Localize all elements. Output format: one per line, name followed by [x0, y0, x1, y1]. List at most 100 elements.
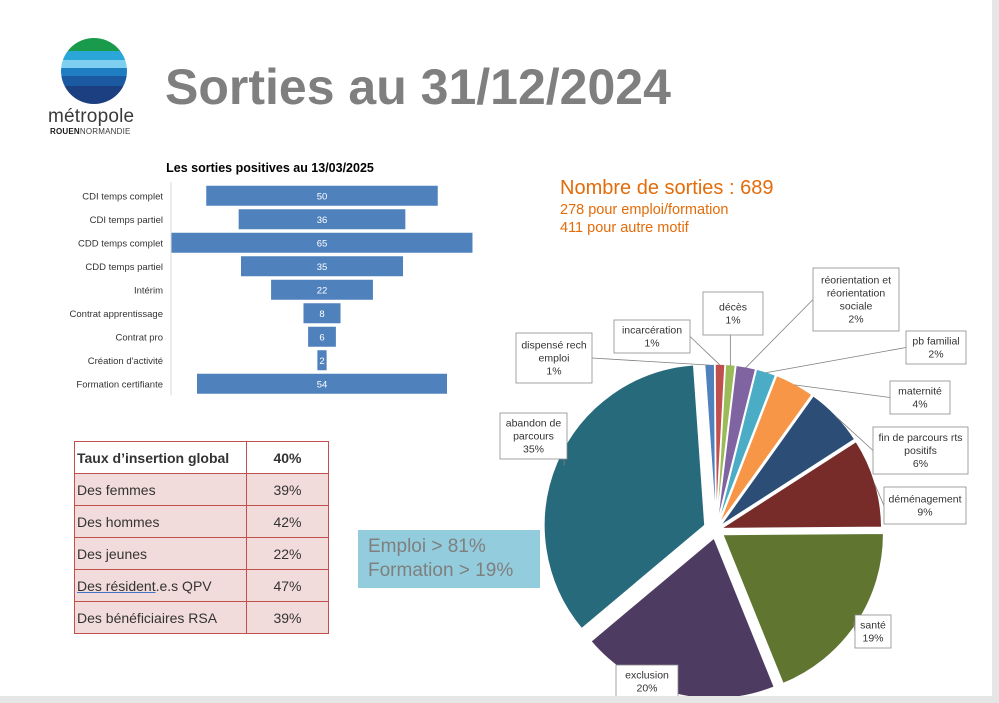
table-row-value: 39% — [246, 601, 329, 634]
pie-callout-box — [905, 330, 967, 365]
pie-slice — [717, 374, 814, 527]
bar-value-label: 36 — [317, 215, 328, 226]
pie-slice-label: dispensé rech emploi — [521, 340, 587, 365]
exits-summary: Nombre de sorties : 689 278 pour emploi/… — [560, 175, 773, 237]
pie-chart: dispensé rech emploi1%incarcération1%décè… — [499, 267, 969, 696]
bar-category-label: Contrat pro — [115, 332, 163, 343]
pie-leader-line — [835, 415, 874, 451]
employment-training-box: Emploi > 81% Formation > 19% — [358, 530, 540, 588]
insertion-rates-table: Taux d’insertion global 40% Des femmes 3… — [74, 441, 329, 634]
pie-slice-label: maternité — [898, 386, 942, 398]
pie-callout-box — [812, 267, 900, 332]
pie-callout-box — [515, 332, 593, 384]
pie-slice-percent: 1% — [546, 366, 561, 378]
pie-slice-percent: 20% — [636, 683, 657, 695]
pie-slice-percent: 6% — [913, 458, 928, 470]
pie-slice-percent: 2% — [848, 314, 863, 326]
pie-leader-line — [745, 299, 814, 368]
pie-slice-label: pb familial — [912, 336, 959, 348]
pie-slice-label: incarcération — [622, 325, 682, 337]
pie-callout-box — [854, 614, 892, 649]
pie-slice-percent: 2% — [928, 349, 943, 361]
bar-value-label: 65 — [317, 238, 328, 249]
table-row: Des hommes 42% — [74, 505, 329, 538]
pie-callout-box — [872, 426, 969, 475]
employment-share: Emploi > 81% — [368, 536, 486, 557]
bar — [303, 303, 341, 324]
pie-callout-box — [499, 412, 568, 460]
pie-slice — [718, 440, 883, 530]
table-row-label: Des jeunes — [74, 537, 247, 570]
metropole-logo — [61, 38, 127, 104]
pie-slice-percent: 1% — [644, 338, 659, 350]
bar-category-label: CDD temps complet — [78, 238, 163, 249]
window-edge — [992, 0, 999, 703]
pie-slice-label: exclusion — [625, 670, 669, 682]
bar-value-label: 35 — [317, 262, 328, 273]
table-row: Des femmes 39% — [74, 473, 329, 506]
pie-slice — [703, 363, 717, 526]
table-row: Des jeunes 22% — [74, 537, 329, 570]
pie-callout-box — [613, 319, 691, 354]
bar-category-label: Intérim — [134, 285, 163, 296]
bar-category-label: CDI temps complet — [82, 191, 163, 202]
pie-slice — [719, 394, 856, 528]
pie-slice-label: fin de parcours rts positifs — [878, 432, 962, 457]
pie-slice-label: déménagement — [889, 494, 962, 506]
pie-callout-box — [702, 291, 764, 336]
pie-slice — [716, 368, 777, 526]
pie-callout-box — [615, 664, 679, 696]
bar — [238, 209, 406, 230]
table-header-label: Taux d’insertion global — [74, 441, 247, 474]
pie-slice-percent: 4% — [912, 399, 927, 411]
bar — [171, 232, 473, 253]
table-row-label: Des hommes — [74, 505, 247, 538]
bar-category-label: Création d'activité — [88, 356, 163, 367]
pie-slice-label: décès — [719, 302, 747, 314]
table-row-label: Des bénéficiaires RSA — [74, 601, 247, 634]
table-row-label: Des résident.e.s QPV — [74, 569, 247, 602]
bar — [206, 185, 438, 206]
bar-value-label: 2 — [319, 356, 324, 367]
bar — [317, 350, 327, 371]
bar — [196, 373, 448, 394]
bar-category-label: Contrat apprentissage — [70, 309, 163, 320]
summary-line-other: 411 pour autre motif — [560, 220, 689, 236]
bar — [240, 256, 404, 277]
summary-line-employment: 278 pour emploi/formation — [560, 202, 729, 218]
logo-wordmark: métropole — [48, 106, 135, 127]
bar-category-label: Formation certifiante — [76, 379, 163, 390]
table-row-value: 39% — [246, 473, 329, 506]
table-header-row: Taux d’insertion global 40% — [74, 441, 329, 474]
bar-value-label: 22 — [317, 285, 328, 296]
table-row-value: 22% — [246, 537, 329, 570]
pie-slice — [543, 363, 706, 630]
bar-chart-title: Les sorties positives au 13/03/2025 — [166, 161, 374, 175]
summary-title: Nombre de sorties : 689 — [560, 177, 774, 199]
table-header-value: 40% — [246, 441, 329, 474]
pie-leader-line — [765, 347, 907, 374]
bar-value-label: 8 — [319, 309, 324, 320]
pie-slice-label: réorientation et réorientation sociale — [821, 275, 891, 313]
bar-value-label: 50 — [317, 191, 328, 202]
pie-callout-box — [883, 486, 967, 525]
table-row-value: 42% — [246, 505, 329, 538]
bar-value-label: 54 — [317, 379, 328, 390]
training-share: Formation > 19% — [368, 560, 514, 581]
pie-slice-label: santé — [860, 620, 886, 632]
table-row: Des bénéficiaires RSA 39% — [74, 601, 329, 634]
page-title: Sorties au 31/12/2024 — [165, 59, 671, 115]
pie-leader-line — [794, 384, 891, 398]
pie-slice-percent: 19% — [862, 633, 883, 645]
bar-value-label: 6 — [319, 332, 324, 343]
pie-slice-percent: 1% — [725, 315, 740, 327]
pie-slice-percent: 9% — [917, 507, 932, 519]
pie-leader-line — [591, 357, 710, 366]
pie-slice-label: abandon de parcours — [506, 418, 562, 443]
table-row-value: 47% — [246, 569, 329, 602]
bar — [271, 279, 373, 300]
table-row: Des résident.e.s QPV 47% — [74, 569, 329, 602]
pie-leader-line — [873, 482, 885, 506]
bar-chart: CDI temps complet 50 CDI temps partiel 36 CD… — [70, 182, 473, 396]
